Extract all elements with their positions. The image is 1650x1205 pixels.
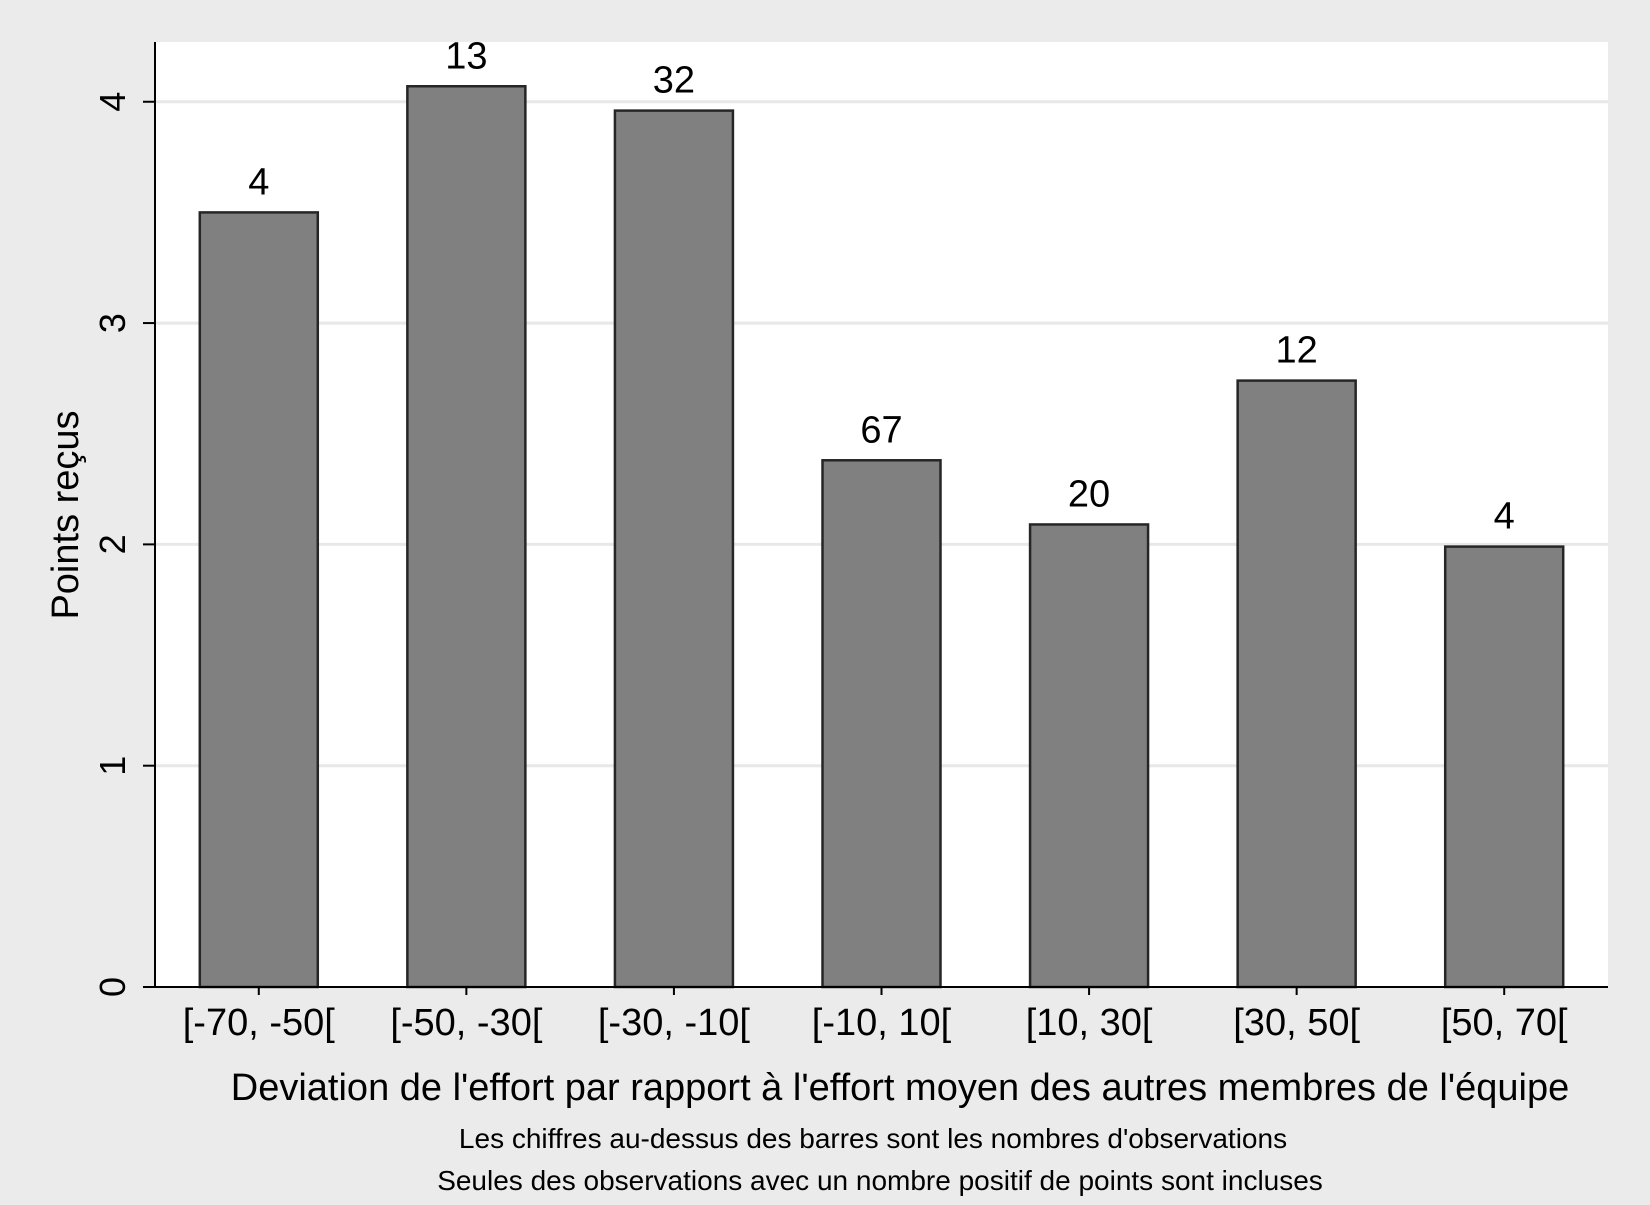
chart-note-filter: Seules des observations avec un nombre p…	[437, 1165, 1323, 1196]
y-tick-label: 0	[92, 977, 133, 997]
bar-data-label: 67	[860, 409, 902, 451]
data-labels: 4 13 32 67 20 12 4	[248, 35, 1515, 537]
x-tick-label: [30, 50[	[1233, 1002, 1360, 1044]
y-tick-label: 1	[92, 756, 133, 776]
x-tick-label: [-10, 10[	[812, 1002, 952, 1044]
bar-data-label: 4	[248, 161, 269, 203]
bar	[1236, 379, 1357, 989]
x-axis-title: Deviation de l'effort par rapport à l'ef…	[231, 1067, 1569, 1109]
bar-data-label: 4	[1494, 496, 1515, 538]
y-tick-label: 4	[92, 92, 133, 112]
bar	[198, 211, 320, 989]
bar	[1028, 523, 1150, 989]
bar-data-label: 20	[1068, 473, 1110, 515]
bar	[1443, 545, 1565, 989]
x-tick-label: [50, 70[	[1441, 1002, 1568, 1044]
bars	[198, 85, 1565, 989]
bar	[406, 85, 527, 989]
x-tick-label: [-30, -10[	[598, 1002, 751, 1044]
x-tick-label: [-70, -50[	[183, 1002, 336, 1044]
y-tick-label: 3	[92, 313, 133, 333]
y-ticks: 0 1 2 3 4	[92, 92, 155, 997]
chart-note-observations: Les chiffres au-dessus des barres sont l…	[459, 1123, 1287, 1154]
bar	[613, 109, 735, 989]
bar-data-label: 13	[445, 35, 487, 77]
bar-data-label: 12	[1276, 330, 1318, 372]
y-axis-title: Points reçus	[45, 410, 87, 619]
bar-data-label: 32	[653, 60, 695, 102]
x-tick-label: [10, 30[	[1026, 1002, 1153, 1044]
x-ticks: [-70, -50[ [-50, -30[ [-30, -10[ [-10, 10[ […	[183, 987, 1568, 1044]
y-tick-label: 2	[92, 534, 133, 554]
bar	[821, 459, 942, 989]
x-tick-label: [-50, -30[	[390, 1002, 543, 1044]
